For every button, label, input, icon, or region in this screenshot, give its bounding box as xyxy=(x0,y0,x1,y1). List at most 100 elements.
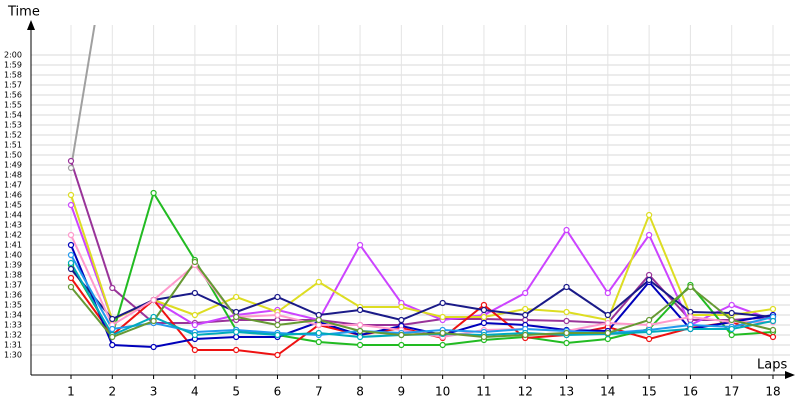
point xyxy=(687,283,694,291)
point xyxy=(356,241,364,249)
point xyxy=(522,331,529,339)
point xyxy=(728,309,735,317)
point xyxy=(315,329,322,337)
y-tick-label: 1:37 xyxy=(4,281,22,290)
point xyxy=(646,231,653,239)
y-tick-label: 1:53 xyxy=(4,121,22,130)
point xyxy=(646,271,653,279)
point xyxy=(315,316,322,324)
point xyxy=(398,341,405,349)
y-tick-label: 1:46 xyxy=(4,191,22,200)
y-tick-label: 1:42 xyxy=(4,231,22,240)
point xyxy=(728,301,735,309)
x-tick-label: 13 xyxy=(559,385,574,399)
point xyxy=(646,335,653,343)
point xyxy=(439,341,446,349)
point xyxy=(67,231,75,239)
y-tick-label: 1:55 xyxy=(4,101,22,110)
y-tick-label: 1:50 xyxy=(4,151,22,160)
y-tick-label: 1:44 xyxy=(4,211,22,220)
point xyxy=(563,339,570,347)
point xyxy=(150,317,157,325)
point xyxy=(233,293,240,301)
point xyxy=(439,299,446,307)
y-axis-arrow xyxy=(27,20,35,30)
series-line xyxy=(70,190,774,346)
y-tick-label: 1:49 xyxy=(4,161,22,170)
point xyxy=(233,333,240,341)
point xyxy=(109,341,116,349)
y-tick-label: 1:41 xyxy=(4,241,22,250)
plot-area xyxy=(67,25,777,359)
x-axis-title: Laps xyxy=(757,358,787,373)
series-line xyxy=(70,25,96,169)
point xyxy=(480,301,488,309)
y-tick-label: 1:36 xyxy=(4,291,22,300)
y-tick-label: 1:32 xyxy=(4,331,22,340)
point xyxy=(274,293,281,301)
x-tick-label: 6 xyxy=(274,385,282,399)
point xyxy=(646,211,653,219)
series-line xyxy=(70,268,774,322)
point xyxy=(274,316,281,324)
point xyxy=(109,284,116,292)
y-tick-label: 1:40 xyxy=(4,251,22,260)
x-tick-label: 15 xyxy=(641,385,656,399)
y-tick-label: 1:39 xyxy=(4,261,22,270)
x-tick-label: 10 xyxy=(435,385,450,399)
point xyxy=(191,346,198,354)
point xyxy=(522,316,529,324)
point xyxy=(233,308,240,316)
y-tick-label: 1:54 xyxy=(4,111,22,120)
point xyxy=(480,333,488,341)
y-tick-label: 1:52 xyxy=(4,131,22,140)
point xyxy=(274,351,281,359)
point xyxy=(769,317,777,325)
x-tick-label: 14 xyxy=(600,385,615,399)
point xyxy=(315,278,322,286)
point xyxy=(646,276,653,284)
point xyxy=(109,315,116,323)
y-tick-label: 1:57 xyxy=(4,81,22,90)
series-line xyxy=(70,194,774,322)
point xyxy=(604,329,611,337)
point xyxy=(356,327,364,335)
point xyxy=(646,328,653,336)
point xyxy=(356,333,364,341)
point xyxy=(150,343,157,351)
point xyxy=(67,265,75,273)
point xyxy=(563,226,570,234)
y-tick-label: 1:51 xyxy=(4,141,22,150)
point xyxy=(687,313,694,321)
point xyxy=(687,308,694,316)
x-tick-label: 16 xyxy=(683,385,698,399)
x-tick-label: 4 xyxy=(191,385,199,399)
point xyxy=(233,313,240,321)
y-tick-label: 1:45 xyxy=(4,201,22,210)
y-tick-label: 1:59 xyxy=(4,61,22,70)
point xyxy=(646,316,653,324)
point xyxy=(191,289,198,297)
x-axis-arrow xyxy=(785,371,795,379)
point xyxy=(646,321,653,329)
point xyxy=(604,319,611,327)
y-tick-label: 1:31 xyxy=(4,341,22,350)
y-tick-label: 1:38 xyxy=(4,271,22,280)
point xyxy=(67,259,75,267)
point xyxy=(67,274,75,282)
point xyxy=(356,341,364,349)
point xyxy=(191,331,198,339)
y-tick-label: 1:30 xyxy=(4,351,22,360)
y-tick-label: 1:56 xyxy=(4,91,22,100)
point xyxy=(439,313,446,321)
point xyxy=(728,316,735,324)
y-tick-label: 1:47 xyxy=(4,181,22,190)
y-tick-label: 1:33 xyxy=(4,321,22,330)
y-tick-label: 1:48 xyxy=(4,171,22,180)
series-line xyxy=(70,160,774,326)
point xyxy=(769,305,777,313)
point xyxy=(191,258,198,266)
point xyxy=(191,311,198,319)
point xyxy=(150,296,157,304)
y-tick-label: 2:00 xyxy=(4,51,22,60)
